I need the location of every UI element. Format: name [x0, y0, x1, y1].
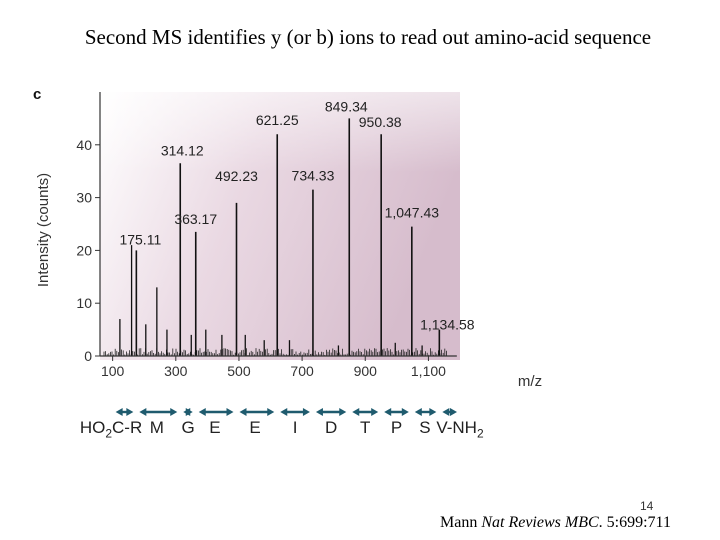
- peak-label: 950.38: [359, 114, 402, 130]
- arrow-head-left: [442, 408, 450, 416]
- arrow-head-right: [302, 408, 310, 416]
- sequence-residue: G: [181, 418, 195, 437]
- x-axis-title: m/z: [518, 373, 542, 390]
- sequence-residue: T: [360, 418, 371, 437]
- arrow-head-right: [339, 408, 347, 416]
- y-tick-label: 20: [76, 242, 92, 258]
- slide-number: 14: [640, 499, 654, 513]
- arrow-head-left: [115, 408, 123, 416]
- sequence-row: HO2C-R M G E E I D T P S V-NH2: [50, 418, 560, 446]
- sequence-residue: P: [390, 418, 403, 437]
- sequence-residue: I: [292, 418, 298, 437]
- sequence-residue: D: [325, 418, 338, 437]
- plot-background-fade: [100, 92, 460, 360]
- arrow-head-right: [226, 408, 234, 416]
- arrow-head-left: [139, 408, 147, 416]
- arrow-head-left: [280, 408, 288, 416]
- peak-label: 363.17: [174, 211, 217, 227]
- arrow-head-right: [126, 408, 134, 416]
- arrow-head-right: [429, 408, 437, 416]
- peak-label: 175.11: [119, 231, 161, 247]
- peak-label: 492.23: [215, 168, 258, 184]
- slide-title: Second MS identifies y (or b) ions to re…: [84, 25, 652, 49]
- y-tick-label: 0: [84, 348, 92, 364]
- peak-label: 314.12: [161, 142, 204, 158]
- sequence-residue: E: [209, 418, 221, 437]
- arrow-head-left: [414, 408, 422, 416]
- sequence-residue: HO2C-R: [79, 418, 143, 441]
- peak-label: 1,134.58: [420, 317, 475, 333]
- x-tick-label: 300: [164, 363, 188, 379]
- x-tick-label: 1,100: [411, 363, 446, 379]
- y-tick-label: 30: [76, 190, 92, 206]
- x-tick-label: 900: [354, 363, 378, 379]
- panel-letter: c: [33, 86, 42, 103]
- x-tick-label: 100: [101, 363, 125, 379]
- minor-peaks: [119, 245, 423, 356]
- arrow-head-right: [185, 408, 193, 416]
- sequence-arrows: [115, 408, 457, 416]
- arrow-head-right: [371, 408, 379, 416]
- citation: Mann Nat Reviews MBC. 5:699:711: [440, 514, 671, 532]
- arrow-head-left: [315, 408, 323, 416]
- peak-label: 1,047.43: [385, 205, 440, 221]
- x-tick-label: 700: [290, 363, 314, 379]
- y-tick-label: 40: [76, 137, 92, 153]
- y-axis-title: Intensity (counts): [35, 173, 52, 287]
- citation-ref: . 5:699:711: [598, 514, 671, 531]
- sequence-residue: V-NH2: [436, 418, 484, 441]
- peak-label: 734.33: [292, 168, 335, 184]
- sequence-residue: M: [149, 418, 164, 437]
- arrow-head-right: [170, 408, 178, 416]
- peak-label: 849.34: [325, 98, 368, 114]
- peak-label: 621.25: [256, 112, 299, 128]
- citation-journal: Nat Reviews MBC: [481, 514, 599, 531]
- major-peaks: [135, 118, 441, 356]
- arrow-head-left: [384, 408, 392, 416]
- arrow-head-left: [198, 408, 206, 416]
- x-tick-label: 500: [227, 363, 251, 379]
- sequence-residue: E: [249, 418, 261, 437]
- arrow-head-right: [267, 408, 275, 416]
- axes: 0 10 20 30 40 100 300 500 700 900 1,100 m/z Intensit…: [35, 92, 542, 390]
- arrow-head-right: [401, 408, 409, 416]
- citation-author: Mann: [440, 514, 478, 531]
- arrow-head-left: [352, 408, 360, 416]
- arrow-head-right: [450, 408, 457, 416]
- peak-labels: 175.11 314.12 363.17 492.23 621.25 734.33 849.…: [119, 98, 474, 332]
- y-tick-label: 10: [76, 295, 92, 311]
- sequence-residue: S: [419, 418, 431, 437]
- arrow-head-left: [239, 408, 247, 416]
